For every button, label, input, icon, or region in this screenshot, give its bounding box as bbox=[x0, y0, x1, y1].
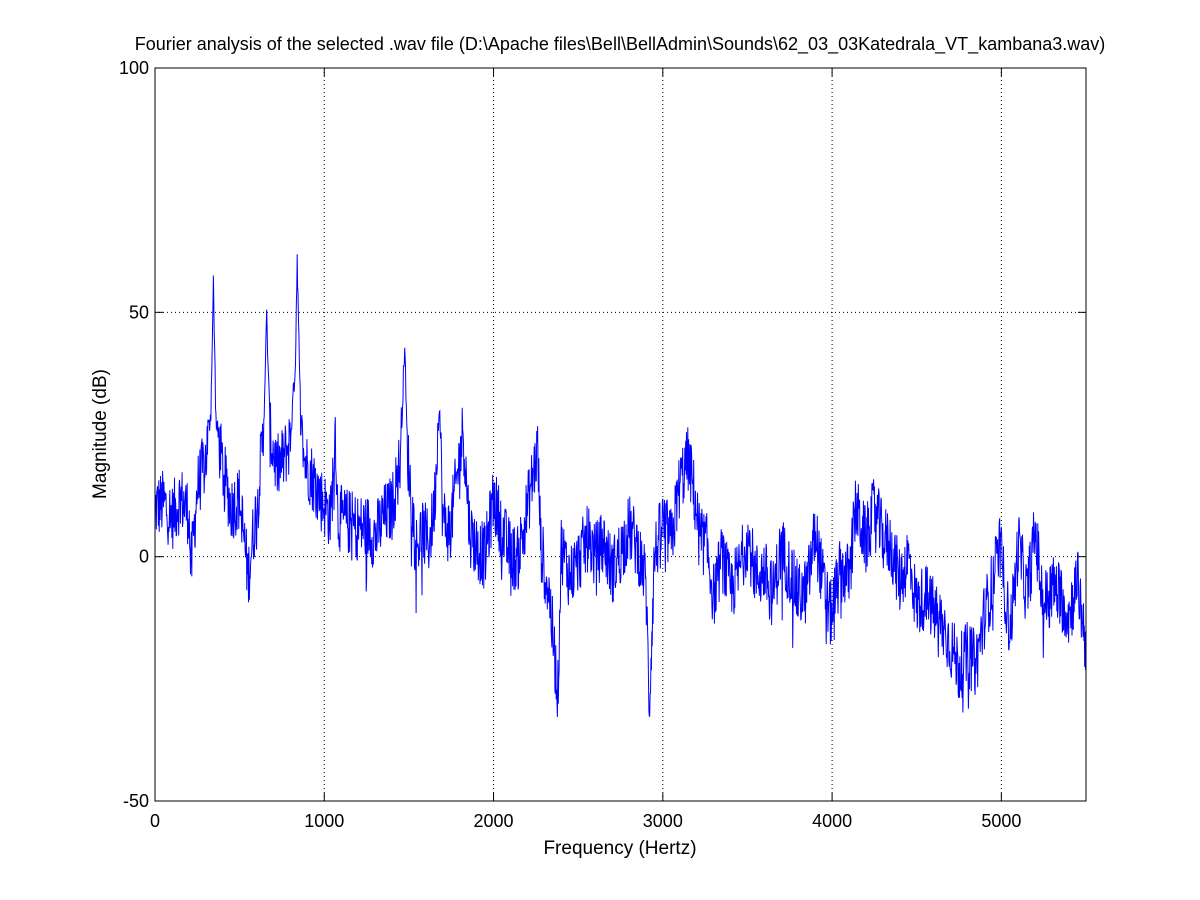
x-tick-label: 3000 bbox=[643, 811, 683, 831]
spectrum-line bbox=[154, 254, 1087, 718]
x-axis-label: Frequency (Hertz) bbox=[543, 838, 696, 859]
x-tick-label: 2000 bbox=[474, 811, 514, 831]
x-tick-label: 1000 bbox=[304, 811, 344, 831]
y-axis-label: Magnitude (dB) bbox=[90, 369, 111, 499]
x-tick-labels: 0 1000 2000 3000 4000 5000 bbox=[150, 811, 1021, 831]
chart-title: Fourier analysis of the selected .wav fi… bbox=[135, 34, 1106, 55]
x-tick-label: 5000 bbox=[981, 811, 1021, 831]
y-tick-label: 0 bbox=[139, 547, 149, 567]
x-tick-label: 0 bbox=[150, 811, 160, 831]
plot-area bbox=[155, 68, 1086, 801]
y-tick-label: 50 bbox=[129, 302, 149, 322]
plot-frame bbox=[154, 67, 1087, 802]
x-tick-label: 4000 bbox=[812, 811, 852, 831]
y-tick-label: -50 bbox=[123, 791, 149, 811]
y-tick-labels: -50 0 50 100 bbox=[119, 58, 149, 811]
y-tick-label: 100 bbox=[119, 58, 149, 78]
